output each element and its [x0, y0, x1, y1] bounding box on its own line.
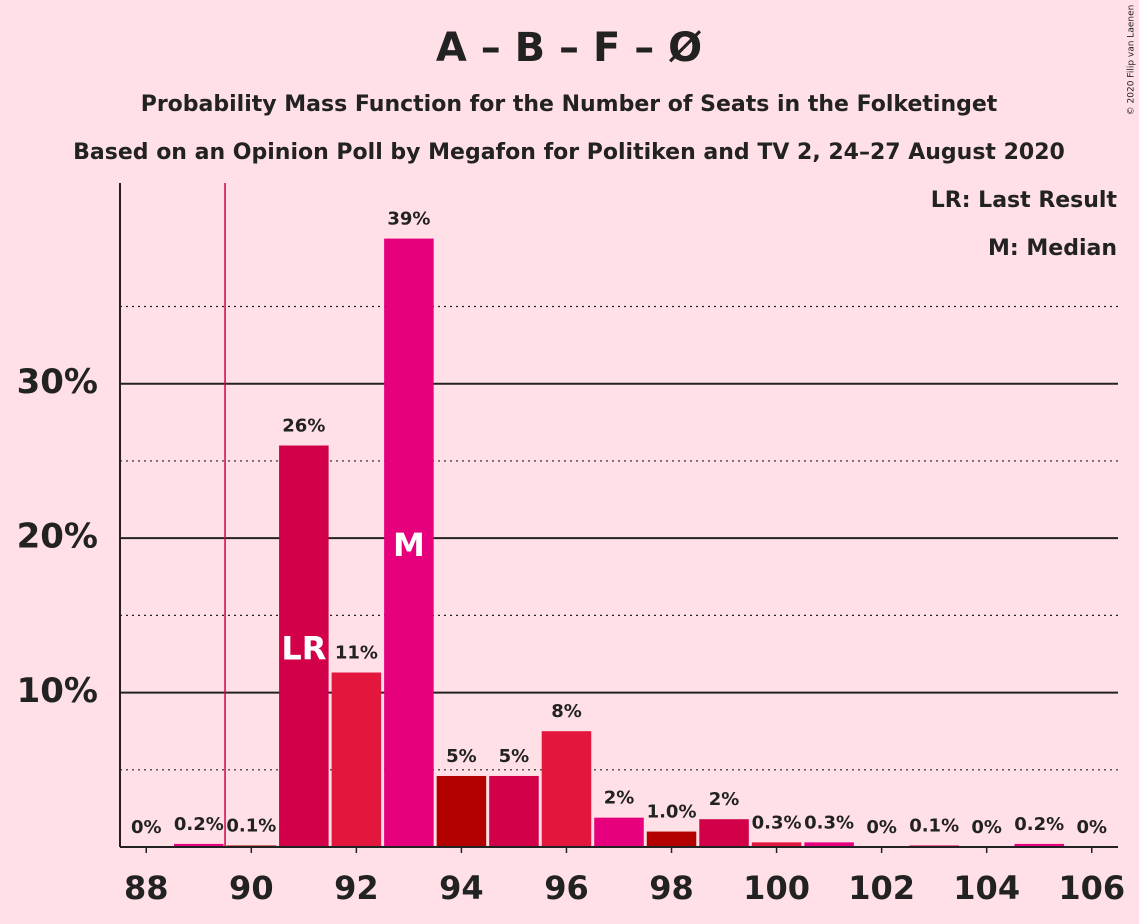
bar: [174, 843, 224, 847]
bar: [541, 731, 592, 847]
value-label: 0%: [866, 817, 897, 838]
value-label: 2%: [709, 789, 740, 810]
y-tick-label: 20%: [17, 517, 98, 557]
y-tick-label: 10%: [17, 671, 98, 711]
bar: [331, 672, 382, 847]
x-tick-label: 98: [649, 869, 694, 907]
bar: [699, 819, 749, 847]
x-tick-label: 88: [124, 869, 169, 907]
bar: [751, 842, 802, 847]
x-tick-label: 92: [334, 869, 379, 907]
bar: [279, 445, 329, 847]
value-label: 5%: [446, 746, 477, 767]
bar: [436, 775, 487, 847]
value-label: 0.1%: [909, 815, 959, 836]
legend-entry: LR: Last Result: [931, 188, 1118, 213]
value-label: 0.2%: [174, 814, 224, 835]
copyright: © 2020 Filip van Laenen: [1127, 5, 1137, 116]
bar: [646, 831, 697, 847]
value-label: 39%: [387, 209, 430, 230]
bar: [594, 817, 644, 847]
x-tick-label: 104: [953, 869, 1020, 907]
x-tick-label: 90: [229, 869, 274, 907]
value-label: 0.3%: [752, 812, 802, 833]
bar-annotation: LR: [281, 629, 326, 667]
value-label: 5%: [499, 746, 530, 767]
value-label: 8%: [551, 701, 582, 722]
value-label: 11%: [335, 643, 378, 664]
x-tick-label: 100: [743, 869, 810, 907]
value-label: 26%: [282, 416, 325, 437]
value-label: 0%: [971, 817, 1002, 838]
value-label: 2%: [604, 788, 635, 809]
bar: [1014, 843, 1064, 847]
bar: [804, 842, 854, 847]
value-label: 0.3%: [804, 812, 854, 833]
value-label: 0.1%: [226, 815, 276, 836]
subtitle: Based on an Opinion Poll by Megafon for …: [73, 140, 1065, 165]
value-label: 0%: [131, 817, 162, 838]
value-label: 0.2%: [1014, 814, 1064, 835]
chart-title: A – B – F – Ø: [436, 25, 702, 71]
x-tick-label: 94: [439, 869, 484, 907]
y-tick-label: 30%: [17, 362, 98, 402]
x-tick-label: 102: [848, 869, 915, 907]
x-tick-label: 106: [1058, 869, 1125, 907]
value-label: 1.0%: [647, 802, 697, 823]
bar: [489, 775, 539, 847]
subtitle: Probability Mass Function for the Number…: [141, 92, 998, 117]
bar-annotation: M: [393, 526, 425, 564]
x-tick-label: 96: [544, 869, 589, 907]
bar: [384, 238, 434, 847]
legend-entry: M: Median: [988, 236, 1117, 261]
value-label: 0%: [1076, 817, 1107, 838]
